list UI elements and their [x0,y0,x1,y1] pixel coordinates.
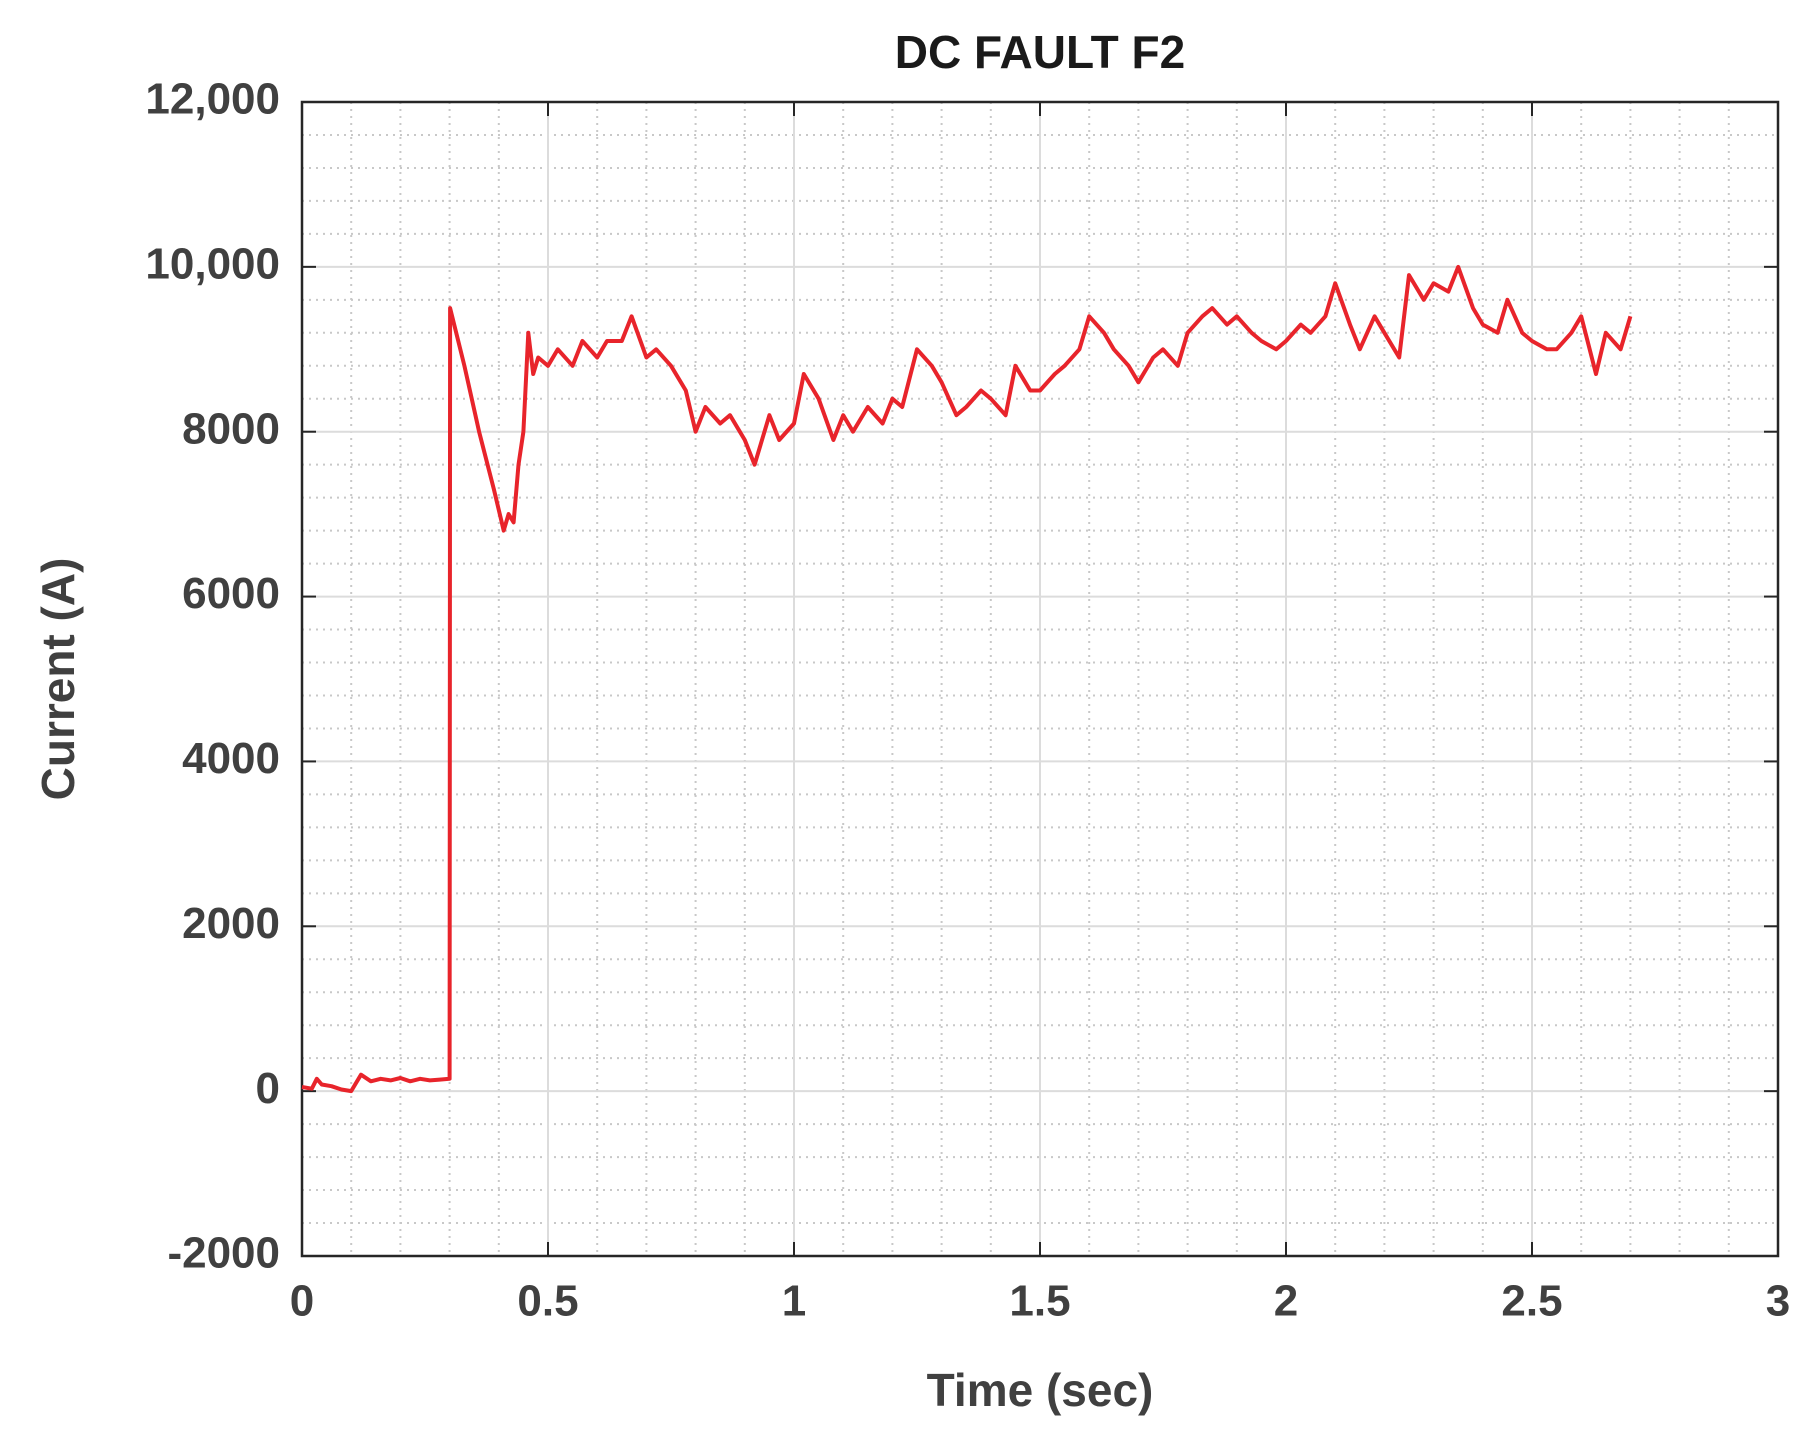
x-tick-label: 1 [782,1277,806,1326]
y-tick-label: 4000 [182,734,280,783]
y-tick-label: -2000 [167,1229,280,1278]
y-tick-label: 12,000 [145,75,280,124]
y-tick-label: 8000 [182,404,280,453]
x-tick-label: 1.5 [1009,1277,1070,1326]
plot-frame [300,100,1780,1258]
data-line [301,264,1633,1094]
x-tick-label: 0.5 [517,1277,578,1326]
chart-title: DC FAULT F2 [895,26,1185,78]
y-axis-label: Current (A) [32,558,84,801]
y-tick-label: 6000 [182,569,280,618]
y-tick-label: 0 [256,1064,280,1113]
y-tick-label: 10,000 [145,239,280,288]
x-axis-label: Time (sec) [927,1364,1154,1416]
x-tick-label: 2.5 [1501,1277,1562,1326]
x-tick-label: 3 [1766,1277,1790,1326]
x-tick-label: 2 [1274,1277,1298,1326]
x-tick-label: 0 [290,1277,314,1326]
y-tick-label: 2000 [182,899,280,948]
